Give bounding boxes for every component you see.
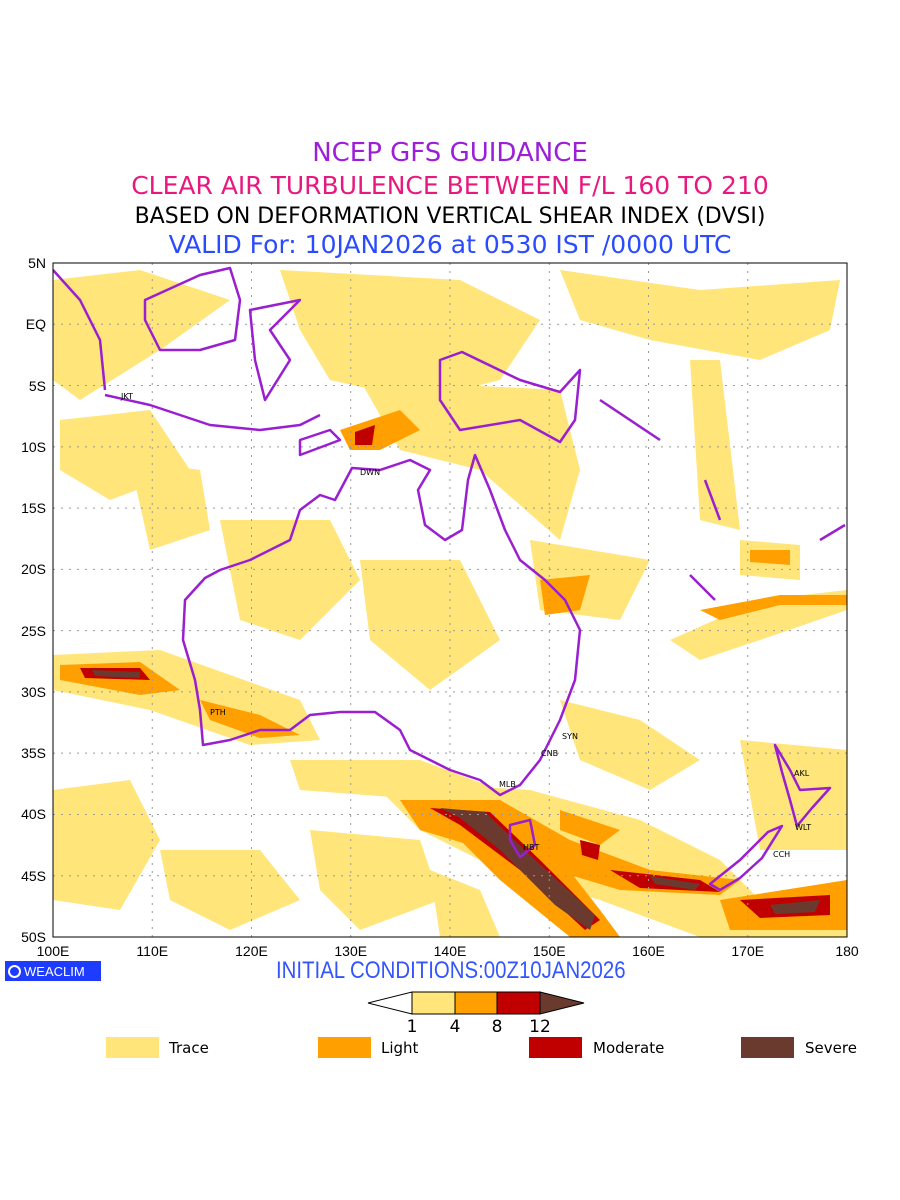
lat-tick-label: 10S: [21, 438, 46, 455]
city-label: WLT: [795, 823, 812, 832]
coastline-sumatra: [53, 269, 107, 391]
coastline-sulawesi: [248, 298, 302, 402]
colorbar-tick: 8: [491, 1017, 503, 1037]
colorbar-light: [454, 991, 498, 1015]
legend-label-trace: Trace: [169, 1039, 209, 1057]
lon-tick-label: 180: [835, 943, 859, 959]
lon-tick-label: 130E: [334, 943, 368, 959]
colorbar-moderate: [496, 991, 541, 1015]
legend-swatch-trace: [106, 1037, 159, 1058]
city-label: SYN: [562, 732, 578, 741]
city-label: JKT: [121, 392, 133, 401]
colorbar-under-arrow: [367, 991, 413, 1015]
coastline-australia: [181, 453, 582, 797]
initial-conditions: INITIAL CONDITIONS:00Z10JAN2026: [276, 957, 626, 984]
weaclim-logo: WEACLIM: [5, 961, 101, 981]
coastline-new-guinea: [438, 350, 582, 444]
colorbar-severe-arrow: [539, 991, 585, 1015]
coastline-java: [104, 393, 321, 432]
colorbar-trace: [411, 991, 456, 1015]
coastline-new-caledonia: [689, 574, 716, 601]
coastline-tasmania: [508, 818, 537, 859]
colorbar-tick: 1: [406, 1017, 418, 1037]
city-label: CCH: [773, 850, 791, 859]
lon-tick-label: 140E: [433, 943, 467, 959]
lat-tick-label: 5S: [28, 377, 46, 394]
lon-tick-label: 120E: [235, 943, 268, 959]
legend-label-severe: Severe: [805, 1039, 857, 1057]
lon-tick-label: 150E: [532, 943, 566, 959]
logo-text: WEACLIM: [24, 963, 85, 979]
city-label: CNB: [541, 749, 559, 758]
city-label: AKL: [794, 769, 810, 778]
coastline-vanuatu: [703, 479, 722, 521]
copyright-icon: [8, 964, 21, 978]
gridlines: [53, 263, 847, 937]
lat-tick-label: 40S: [21, 806, 46, 823]
lat-tick-label: 30S: [21, 683, 46, 700]
legend-swatch-light: [318, 1037, 371, 1058]
coastline-fiji: [819, 523, 846, 542]
colorbar-tick: 4: [449, 1017, 461, 1037]
lat-tick-label: 35S: [21, 745, 46, 762]
colorbar: [367, 991, 585, 1015]
coastlines: [53, 266, 846, 892]
lon-tick-label: 160E: [632, 943, 665, 959]
lat-tick-label: 25S: [21, 622, 46, 639]
lat-tick-label: EQ: [25, 316, 46, 333]
map-frame: [52, 262, 848, 938]
severe-turbulence-areas: [92, 670, 820, 930]
city-label: HBT: [523, 843, 540, 852]
title-method: BASED ON DEFORMATION VERTICAL SHEAR INDE…: [134, 204, 766, 229]
lat-tick-label: 50S: [21, 929, 46, 945]
city-label: MLB: [499, 780, 516, 789]
lat-tick-label: 5N: [28, 255, 46, 271]
title-valid-time: VALID For: 10JAN2026 at 0530 IST /0000 U…: [168, 230, 732, 259]
coastline-borneo: [143, 266, 242, 352]
lon-tick-label: 110E: [136, 943, 169, 959]
legend-label-moderate: Moderate: [593, 1039, 665, 1057]
lon-tick-label: 100E: [36, 943, 70, 959]
title-product: CLEAR AIR TURBULENCE BETWEEN F/L 160 TO …: [131, 171, 769, 200]
coastline-timor: [298, 428, 342, 457]
title-model: NCEP GFS GUIDANCE: [312, 138, 588, 168]
legend-label-light: Light: [381, 1039, 419, 1057]
coastline-nz-north: [773, 743, 832, 828]
city-label: PTH: [210, 708, 226, 717]
coastline-nz-south: [708, 824, 784, 892]
lat-tick-label: 20S: [21, 561, 46, 578]
colorbar-tick: 12: [529, 1017, 551, 1037]
legend-swatch-moderate: [529, 1037, 582, 1058]
coastline-solomons: [599, 398, 661, 442]
city-label: DWN: [360, 468, 381, 477]
lon-tick-label: 170E: [731, 943, 765, 959]
legend-swatch-severe: [741, 1037, 794, 1058]
lat-tick-label: 15S: [21, 500, 46, 517]
lat-tick-label: 45S: [21, 867, 46, 884]
